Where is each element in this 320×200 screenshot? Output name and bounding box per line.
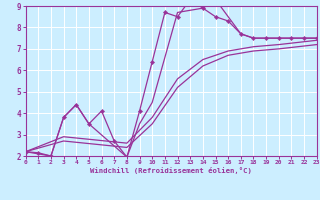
- X-axis label: Windchill (Refroidissement éolien,°C): Windchill (Refroidissement éolien,°C): [90, 167, 252, 174]
